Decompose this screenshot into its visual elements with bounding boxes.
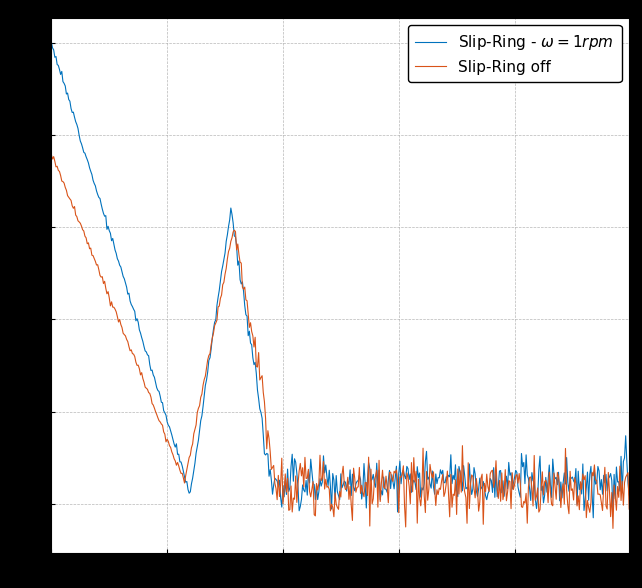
Slip-Ring - $\omega = 1rpm$ [48,38,55,45]
Slip-Ring off [609,525,617,532]
Slip-Ring off [612,507,620,514]
Line: Slip-Ring off: Slip-Ring off [51,155,629,529]
Slip-Ring off [521,500,529,507]
Slip-Ring - $\omega = 1rpm$ [325,467,333,474]
Slip-Ring - $\omega = 1rpm$ [589,514,597,522]
Slip-Ring off [625,506,633,513]
Slip-Ring - $\omega = 1rpm$ [322,462,329,469]
Slip-Ring off [392,469,399,476]
Slip-Ring off [325,486,333,493]
Slip-Ring - $\omega = 1rpm$ [521,480,529,487]
Line: Slip-Ring - $\omega = 1rpm$: Slip-Ring - $\omega = 1rpm$ [51,42,629,518]
Slip-Ring - $\omega = 1rpm$ [625,492,633,499]
Slip-Ring off [360,493,368,500]
Legend: Slip-Ring - $\omega = 1rpm$, Slip-Ring off: Slip-Ring - $\omega = 1rpm$, Slip-Ring o… [408,25,621,82]
Slip-Ring - $\omega = 1rpm$ [360,460,368,467]
Slip-Ring - $\omega = 1rpm$ [612,463,620,470]
Slip-Ring off [48,151,55,158]
Slip-Ring off [322,476,329,483]
Slip-Ring - $\omega = 1rpm$ [392,474,399,481]
